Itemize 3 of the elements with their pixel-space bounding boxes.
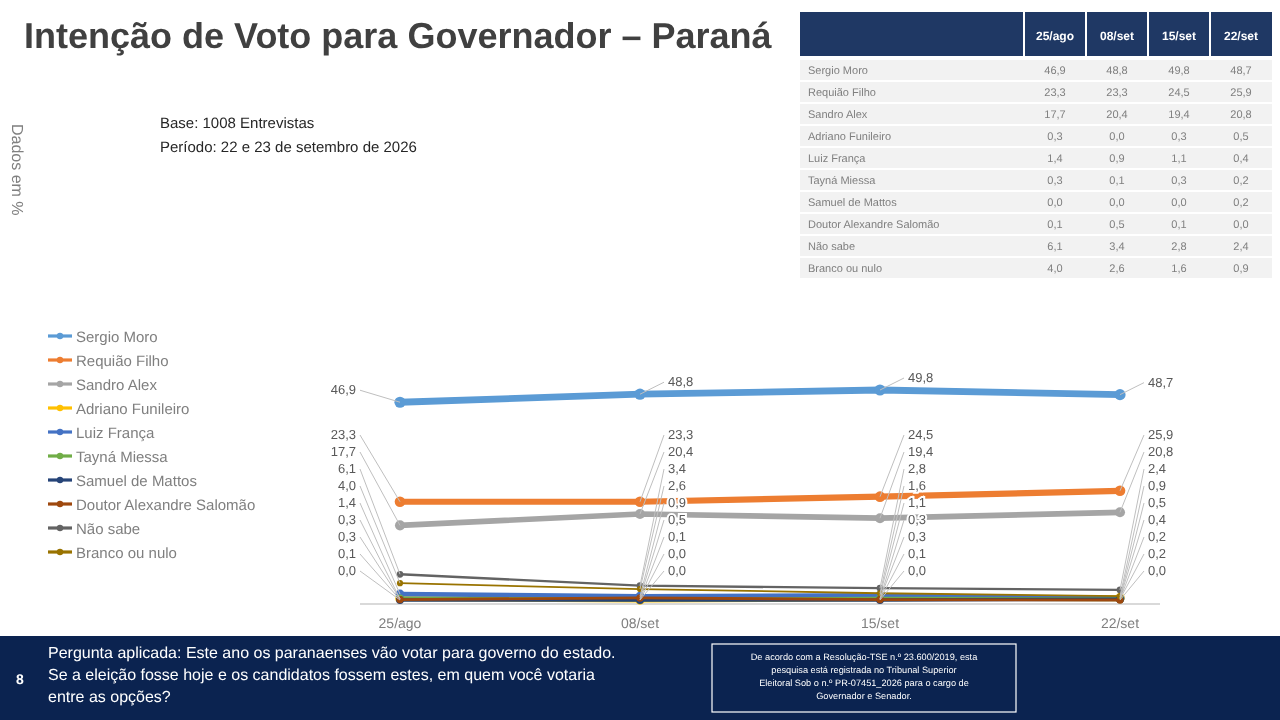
text: Pergunta aplicada: Este ano os paranaenses vão votar para governo do estado. Se a eleição fosse hoje e os candidatos fossem estes, em quem você votaria entre as opções? — [48, 644, 616, 706]
chart-title: Intenção de Voto para Governador – Paraná — [24, 16, 774, 56]
text: Dados em % — [8, 124, 26, 216]
